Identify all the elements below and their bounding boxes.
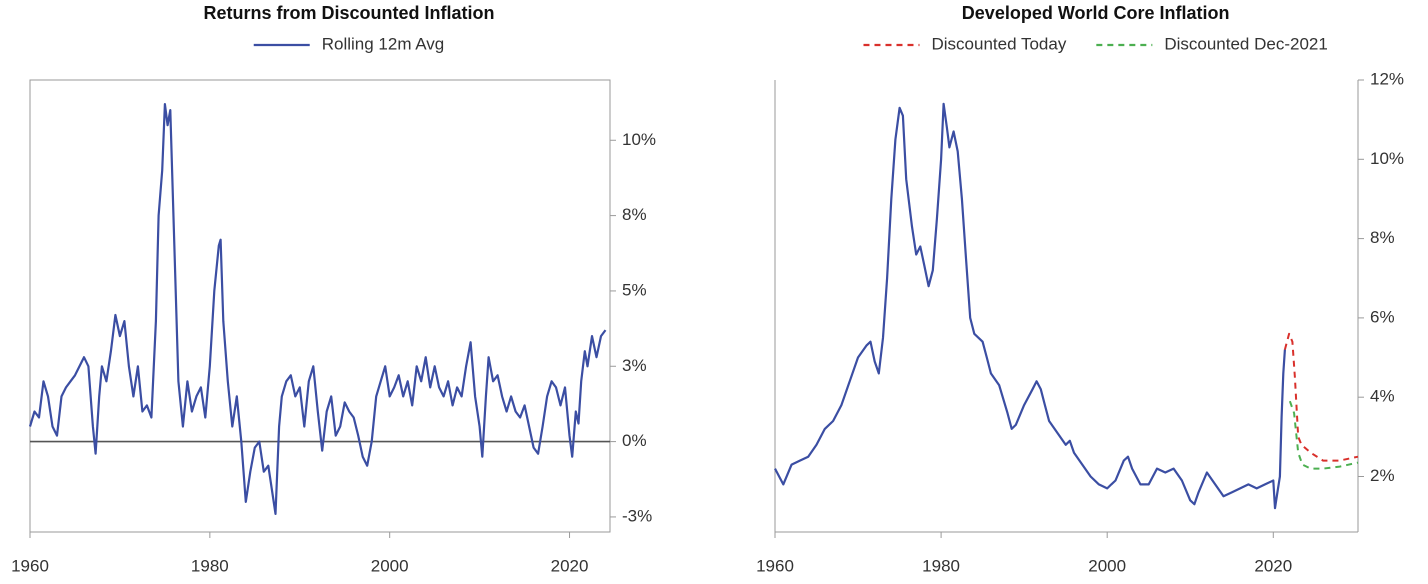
legend: Discounted Today Discounted Dec-2021 bbox=[863, 34, 1328, 53]
y-tick-label: 8% bbox=[622, 205, 647, 224]
y-tick-label: 10% bbox=[1370, 149, 1404, 168]
series-line bbox=[774, 102, 1286, 510]
chart: Developed World Core Inflation 2% 4% 6% 8% 10… bbox=[756, 3, 1404, 576]
chart-title: Developed World Core Inflation bbox=[962, 3, 1230, 23]
y-tick-label: 4% bbox=[1370, 387, 1395, 406]
y-tick-label: 2% bbox=[1370, 466, 1395, 485]
legend-item: Rolling 12m Avg bbox=[253, 34, 445, 53]
legend-label: Discounted Dec-2021 bbox=[1164, 34, 1327, 53]
x-tick-label: 2000 bbox=[1088, 556, 1126, 575]
y-tick-label: 10% bbox=[622, 130, 656, 149]
x-tick-label: 2020 bbox=[1254, 556, 1292, 575]
x-tick-label: 1980 bbox=[922, 556, 960, 575]
y-tick-label: 12% bbox=[1370, 69, 1404, 88]
series-line bbox=[28, 103, 607, 515]
series-line bbox=[1283, 332, 1359, 462]
plot-frame bbox=[29, 79, 611, 533]
x-tick-label: 1960 bbox=[11, 556, 49, 575]
x-tick-label: 2000 bbox=[371, 556, 409, 575]
chart-title: Returns from Discounted Inflation bbox=[203, 3, 494, 23]
series-line bbox=[1288, 400, 1359, 470]
legend: Rolling 12m Avg bbox=[253, 34, 445, 53]
y-tick-label: 5% bbox=[622, 280, 647, 299]
legend-label: Rolling 12m Avg bbox=[322, 34, 445, 53]
y-tick-label: 3% bbox=[622, 356, 647, 375]
y-tick-label: -3% bbox=[622, 506, 652, 525]
x-tick-label: 1980 bbox=[191, 556, 229, 575]
y-tick-label: 0% bbox=[622, 431, 647, 450]
legend-item: Discounted Dec-2021 bbox=[1096, 34, 1328, 53]
chart: Returns from Discounted Inflation -3% 0% 3%… bbox=[11, 3, 656, 576]
legend-item: Discounted Today bbox=[863, 34, 1067, 53]
x-tick-label: 2020 bbox=[551, 556, 589, 575]
y-tick-label: 8% bbox=[1370, 228, 1395, 247]
x-tick-label: 1960 bbox=[756, 556, 794, 575]
y-tick-label: 6% bbox=[1370, 307, 1395, 326]
legend-label: Discounted Today bbox=[931, 34, 1066, 53]
